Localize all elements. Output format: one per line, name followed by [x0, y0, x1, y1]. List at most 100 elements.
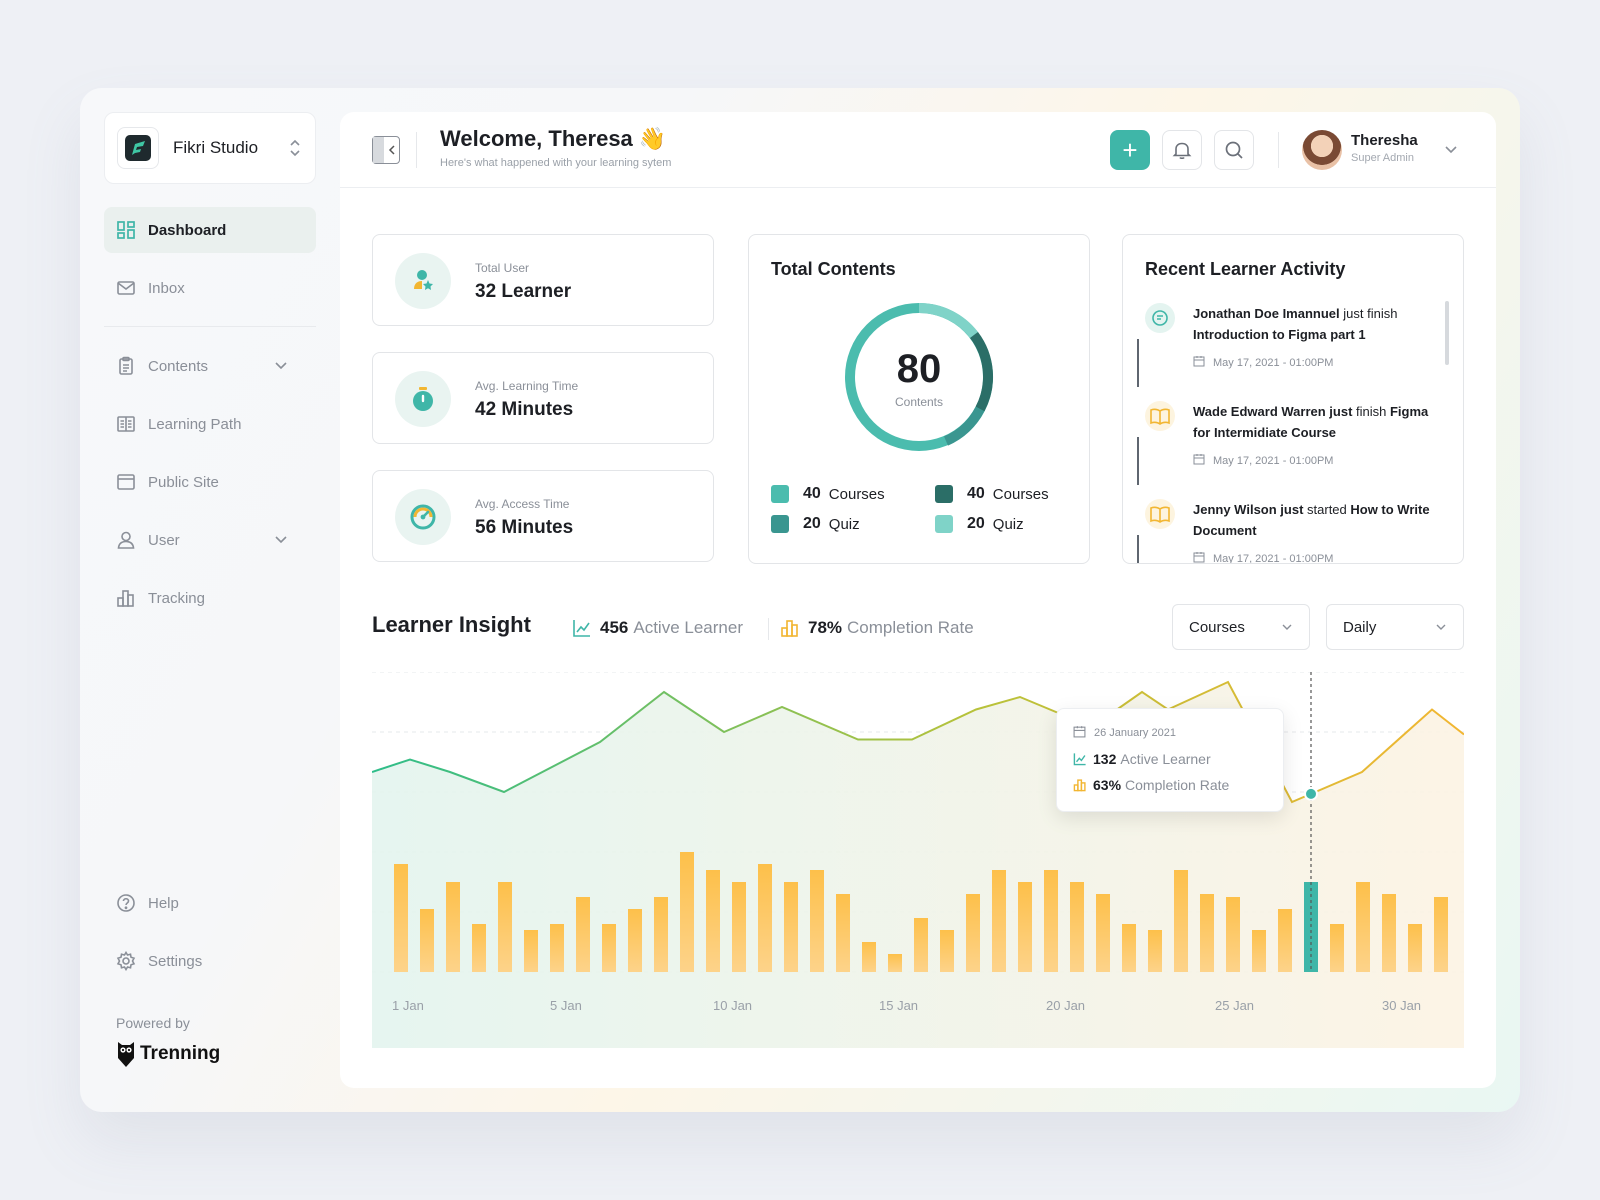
- chart-bar[interactable]: [1382, 894, 1396, 972]
- chart-bar[interactable]: [862, 942, 876, 972]
- chart-bar[interactable]: [784, 882, 798, 972]
- chart-bar[interactable]: [1122, 924, 1136, 972]
- sidebar-item-contents[interactable]: Contents: [104, 343, 316, 389]
- collapse-sidebar-button[interactable]: [372, 136, 400, 164]
- avatar[interactable]: [1302, 130, 1342, 170]
- chart-bar[interactable]: [1174, 870, 1188, 972]
- legend-item: 20 Quiz: [935, 515, 1024, 533]
- brand-logo[interactable]: Trenning: [116, 1040, 220, 1068]
- workspace-switcher[interactable]: Fikri Studio: [104, 112, 316, 184]
- chart-bar[interactable]: [1148, 930, 1162, 972]
- chevron-down-icon[interactable]: [274, 532, 288, 546]
- browser-icon: [117, 474, 135, 490]
- gear-icon: [116, 951, 136, 971]
- grid-icon: [117, 221, 135, 239]
- chart-bar[interactable]: [1356, 882, 1370, 972]
- chart-bar[interactable]: [1434, 897, 1448, 972]
- chart-bar[interactable]: [576, 897, 590, 972]
- chart-bar[interactable]: [446, 882, 460, 972]
- book-icon: [1145, 401, 1175, 431]
- recent-activity-panel: Recent Learner Activity Jonathan Doe Ima…: [1122, 234, 1464, 564]
- total-contents-panel: Total Contents 80 Contents 40 Courses 40 C…: [748, 234, 1090, 564]
- chart-bar[interactable]: [758, 864, 772, 972]
- user-icon: [117, 531, 135, 549]
- chart-bar[interactable]: [1226, 897, 1240, 972]
- page-subtitle: Here's what happened with your learning …: [440, 157, 672, 169]
- sidebar-item-dashboard[interactable]: Dashboard: [104, 207, 316, 253]
- sidebar-item-label: Inbox: [148, 279, 185, 297]
- chart-bar[interactable]: [1408, 924, 1422, 972]
- chart-bar[interactable]: [472, 924, 486, 972]
- chart-bar[interactable]: [810, 870, 824, 972]
- sidebar-item-label: Learning Path: [148, 415, 242, 433]
- chart-bar[interactable]: [420, 909, 434, 972]
- tooltip-active-learner: 132 Active Learner: [1073, 751, 1211, 767]
- learner-insight-chart[interactable]: 1 Jan 5 Jan 10 Jan 15 Jan 20 Jan 25 Jan 30 Jan: [372, 672, 1464, 1048]
- sidebar-item-learning-path[interactable]: Learning Path: [104, 401, 316, 447]
- sidebar-item-public-site[interactable]: Public Site: [104, 459, 316, 505]
- content-type-select[interactable]: Courses: [1172, 604, 1310, 650]
- user-role: Super Admin: [1351, 152, 1414, 164]
- metric-divider: [768, 618, 769, 640]
- chart-bar[interactable]: [966, 894, 980, 972]
- panel-title: Recent Learner Activity: [1145, 259, 1346, 279]
- chart-tooltip: 26 January 2021 132 Active Learner 63% Com…: [1056, 708, 1284, 812]
- chart-bar[interactable]: [498, 882, 512, 972]
- sidebar-item-help[interactable]: Help: [104, 880, 316, 926]
- chart-bar[interactable]: [1330, 924, 1344, 972]
- tooltip-completion-rate: 63% Completion Rate: [1073, 777, 1229, 793]
- chart-bar[interactable]: [1278, 909, 1292, 972]
- bell-icon: [1172, 142, 1192, 160]
- chevron-down-icon[interactable]: [274, 358, 288, 372]
- chart-bar[interactable]: [680, 852, 694, 972]
- period-select[interactable]: Daily: [1326, 604, 1464, 650]
- chart-bar[interactable]: [992, 870, 1006, 972]
- chart-bar[interactable]: [706, 870, 720, 972]
- user-name: Theresha: [1351, 132, 1418, 149]
- add-button[interactable]: +: [1110, 130, 1150, 170]
- chart-bar[interactable]: [602, 924, 616, 972]
- notifications-button[interactable]: [1162, 130, 1202, 170]
- sidebar-item-tracking[interactable]: Tracking: [104, 575, 316, 621]
- chart-bar[interactable]: [1096, 894, 1110, 972]
- list-item[interactable]: Jenny Wilson just started How to Write D…: [1145, 499, 1445, 563]
- sidebar-item-user[interactable]: User: [104, 517, 316, 563]
- timeline-line: [1137, 437, 1139, 485]
- top-bar: Welcome, Theresa 👋 Here's what happened …: [340, 112, 1496, 188]
- activity-scrollbar[interactable]: [1445, 301, 1449, 365]
- chart-bar[interactable]: [1044, 870, 1058, 972]
- chart-bar[interactable]: [524, 930, 538, 972]
- chart-bar[interactable]: [1018, 882, 1032, 972]
- activity-text: Jonathan Doe Imannuel just finish Introd…: [1193, 306, 1398, 342]
- list-item[interactable]: Jonathan Doe Imannuel just finish Introd…: [1145, 303, 1445, 399]
- chart-bar[interactable]: [940, 930, 954, 972]
- sidebar-item-settings[interactable]: Settings: [104, 938, 316, 984]
- list-item[interactable]: Wade Edward Warren just finish Figma for…: [1145, 401, 1445, 497]
- chart-bar[interactable]: [654, 897, 668, 972]
- calendar-icon: [1073, 725, 1086, 741]
- chevron-up-down-icon[interactable]: [289, 139, 301, 158]
- x-tick-label: 5 Jan: [550, 998, 582, 1013]
- line-chart-icon: [1073, 753, 1086, 766]
- sidebar-item-inbox[interactable]: Inbox: [104, 265, 316, 311]
- chart-bar[interactable]: [550, 924, 564, 972]
- chart-bar[interactable]: [914, 918, 928, 972]
- book-icon: [1145, 499, 1175, 529]
- chart-bar[interactable]: [732, 882, 746, 972]
- activity-date: May 17, 2021 - 01:00PM: [1193, 355, 1333, 370]
- page-title: Welcome, Theresa 👋: [440, 126, 667, 151]
- chart-bar[interactable]: [1070, 882, 1084, 972]
- chart-bar[interactable]: [836, 894, 850, 972]
- activity-date: May 17, 2021 - 01:00PM: [1193, 453, 1333, 468]
- hover-point[interactable]: [1304, 786, 1318, 801]
- chevron-down-icon[interactable]: [1444, 142, 1458, 156]
- search-button[interactable]: [1214, 130, 1254, 170]
- area-fill: [372, 672, 1464, 1048]
- chart-bar[interactable]: [1200, 894, 1214, 972]
- chart-bar[interactable]: [628, 909, 642, 972]
- chart-bar[interactable]: [888, 954, 902, 972]
- book-open-icon: [117, 416, 135, 432]
- chart-bar[interactable]: [394, 864, 408, 972]
- chevron-left-icon: [384, 137, 399, 163]
- chart-bar[interactable]: [1252, 930, 1266, 972]
